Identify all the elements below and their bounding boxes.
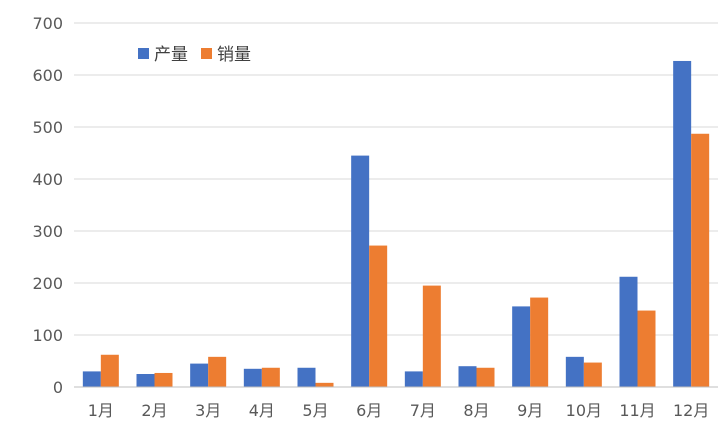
y-axis-tick-labels: 0 100 200 300 400 500 600 700 bbox=[32, 14, 63, 397]
legend-label-production: 产量 bbox=[154, 45, 188, 65]
bar-production-1 bbox=[82, 371, 101, 387]
bar-series bbox=[82, 60, 710, 388]
y-tick-label-0: 0 bbox=[53, 378, 63, 397]
legend-swatch-sales bbox=[201, 48, 212, 59]
bar-sales-1 bbox=[100, 354, 119, 387]
bar-production-9 bbox=[512, 306, 531, 387]
x-tick-label-1: 1月 bbox=[88, 401, 114, 420]
bar-sales-5 bbox=[315, 382, 334, 387]
x-tick-label-9: 9月 bbox=[517, 401, 543, 420]
bar-production-8 bbox=[458, 366, 477, 387]
x-tick-label-11: 11月 bbox=[619, 401, 655, 420]
x-tick-label-10: 10月 bbox=[566, 401, 602, 420]
x-tick-label-3: 3月 bbox=[195, 401, 221, 420]
y-tick-label-600: 600 bbox=[32, 66, 63, 85]
bar-production-5 bbox=[297, 367, 316, 387]
bar-sales-10 bbox=[583, 362, 602, 387]
x-tick-label-12: 12月 bbox=[673, 401, 709, 420]
bar-production-10 bbox=[565, 356, 584, 387]
bar-sales-3 bbox=[208, 356, 227, 387]
y-tick-label-700: 700 bbox=[32, 14, 63, 33]
legend-label-sales: 销量 bbox=[217, 45, 251, 65]
y-tick-label-500: 500 bbox=[32, 118, 63, 137]
x-tick-label-8: 8月 bbox=[463, 401, 489, 420]
x-axis-tick-labels: 1月 2月 3月 4月 5月 6月 7月 8月 9月 10月 11月 12月 bbox=[88, 401, 710, 420]
x-tick-label-2: 2月 bbox=[141, 401, 167, 420]
bar-production-4 bbox=[243, 368, 262, 387]
y-tick-label-300: 300 bbox=[32, 222, 63, 241]
bar-production-7 bbox=[404, 371, 423, 387]
x-tick-label-4: 4月 bbox=[249, 401, 275, 420]
bar-sales-11 bbox=[637, 310, 656, 387]
bar-sales-12 bbox=[691, 133, 710, 387]
bar-sales-9 bbox=[530, 297, 549, 387]
bar-production-2 bbox=[136, 374, 155, 387]
x-tick-label-6: 6月 bbox=[356, 401, 382, 420]
legend-swatch-production bbox=[138, 48, 149, 59]
bar-sales-4 bbox=[261, 367, 280, 387]
bar-production-11 bbox=[619, 276, 638, 387]
bar-production-3 bbox=[190, 363, 209, 387]
bar-sales-6 bbox=[369, 245, 388, 387]
bar-sales-8 bbox=[476, 367, 495, 387]
y-tick-label-100: 100 bbox=[32, 326, 63, 345]
bar-production-6 bbox=[351, 155, 370, 387]
x-tick-label-7: 7月 bbox=[410, 401, 436, 420]
y-tick-label-200: 200 bbox=[32, 274, 63, 293]
bar-sales-2 bbox=[154, 372, 173, 387]
x-tick-label-5: 5月 bbox=[302, 401, 328, 420]
gridlines bbox=[74, 22, 718, 336]
legend: 产量 销量 bbox=[138, 45, 251, 65]
bar-production-12 bbox=[673, 60, 692, 388]
y-tick-label-400: 400 bbox=[32, 170, 63, 189]
bar-sales-7 bbox=[422, 285, 441, 387]
